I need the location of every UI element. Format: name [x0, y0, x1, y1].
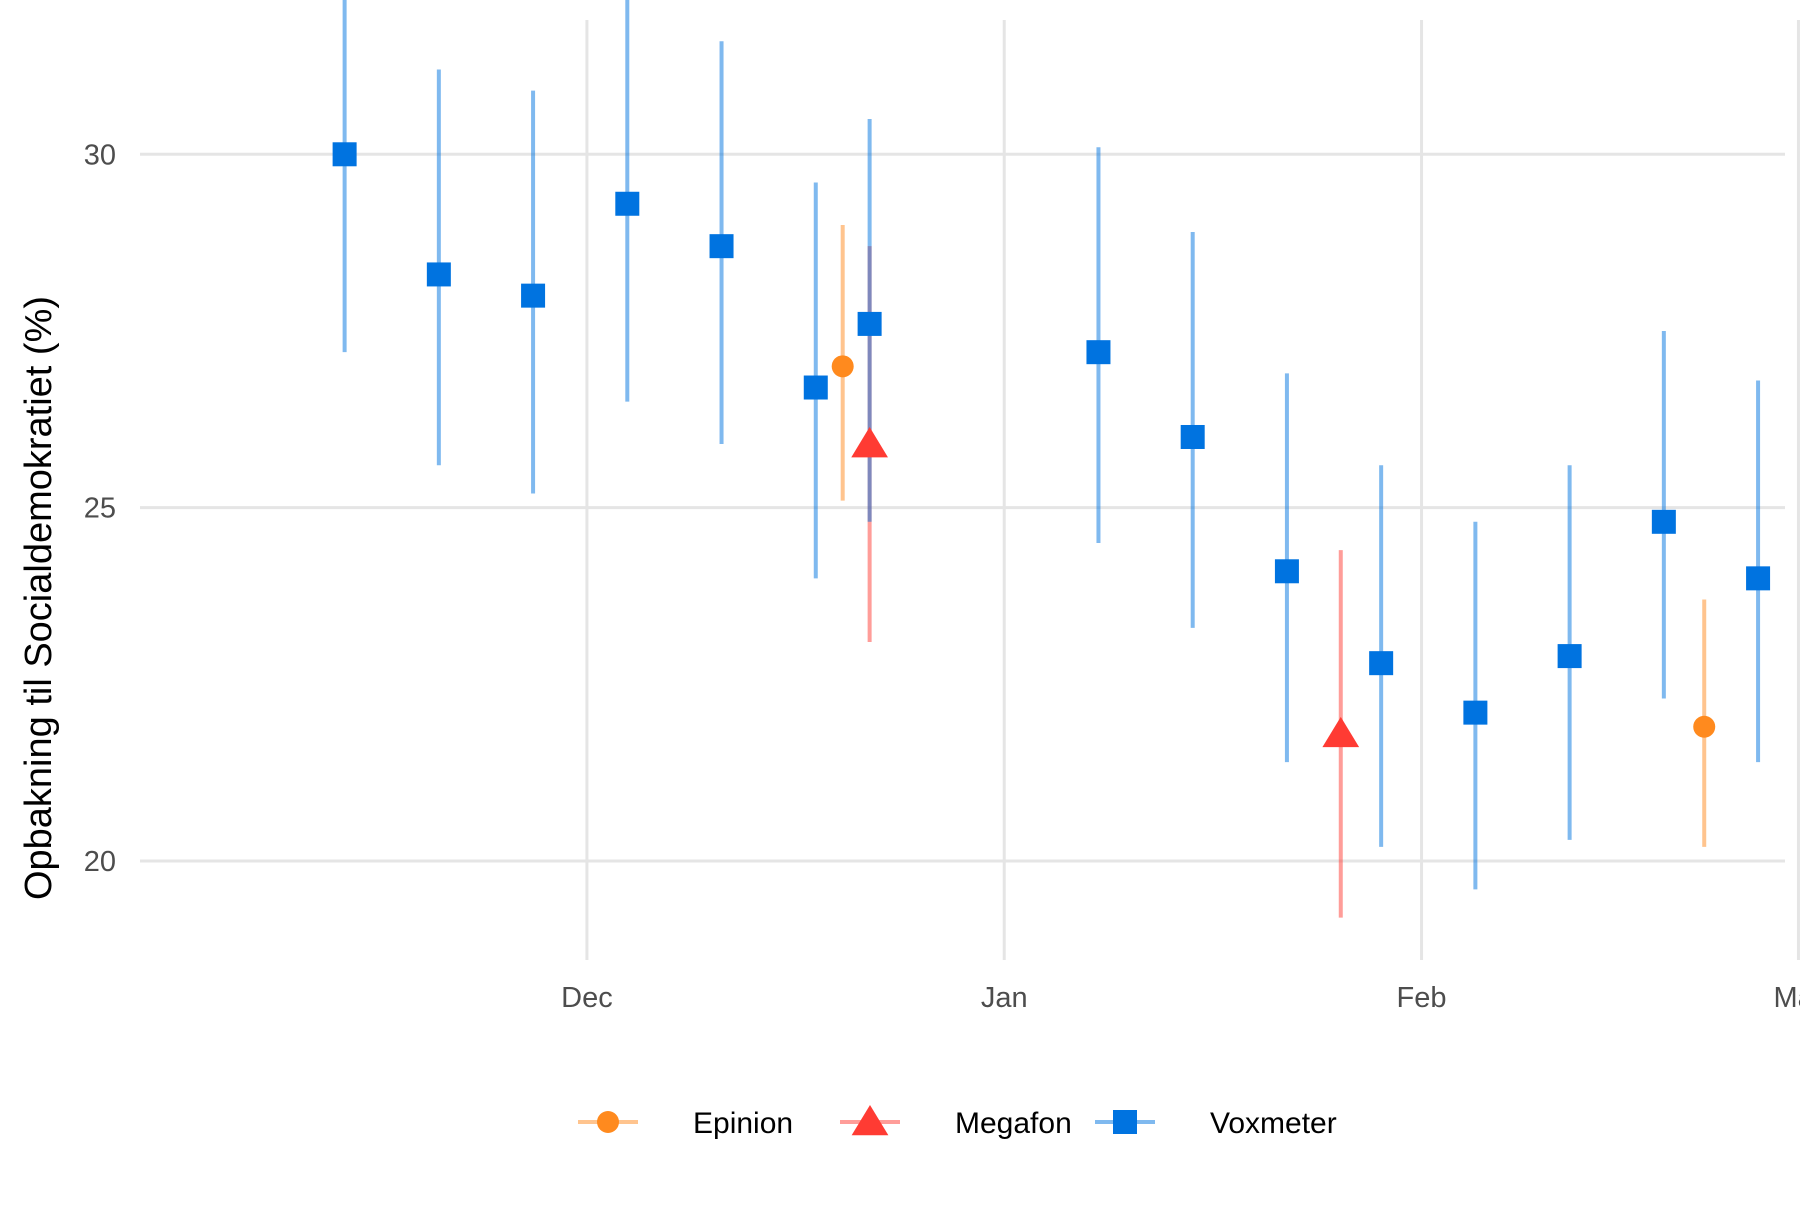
- voxmeter-point: [1274, 559, 1299, 584]
- x-tick-label: Dec: [561, 982, 613, 1014]
- x-tick-label: Mar: [1773, 982, 1800, 1014]
- voxmeter-point: [615, 191, 640, 216]
- megafon-point: [1322, 716, 1360, 748]
- x-tick-label: Feb: [1397, 982, 1447, 1014]
- voxmeter-point: [709, 234, 734, 259]
- voxmeter-point: [1557, 644, 1582, 669]
- legend-label: Voxmeter: [1210, 1107, 1337, 1140]
- data-markers: [332, 142, 1771, 748]
- y-axis-title: Opbakning til Socialdemokratiet (%): [18, 296, 60, 900]
- voxmeter-point: [1369, 651, 1394, 676]
- y-tick-label: 25: [84, 493, 116, 525]
- error-bars: [342, 0, 1761, 918]
- voxmeter-point: [332, 142, 357, 167]
- y-tick-label: 20: [84, 846, 116, 878]
- legend-key-circle-icon: [597, 1111, 619, 1133]
- x-tick-label: Jan: [981, 982, 1028, 1014]
- voxmeter-point: [803, 375, 828, 400]
- epinion-point: [1693, 715, 1716, 738]
- legend-item-megafon: Megafon: [840, 1105, 1072, 1140]
- legend-item-epinion: Epinion: [578, 1107, 793, 1140]
- legend-label: Epinion: [693, 1107, 793, 1140]
- voxmeter-point: [1746, 566, 1771, 591]
- x-tick-labels: Dec Jan Feb Mar: [561, 982, 1800, 1014]
- voxmeter-point: [521, 283, 546, 308]
- voxmeter-point: [1180, 424, 1205, 449]
- epinion-point: [831, 355, 854, 378]
- legend-item-voxmeter: Voxmeter: [1095, 1107, 1337, 1140]
- voxmeter-point: [1086, 340, 1111, 365]
- voxmeter-point: [857, 311, 882, 336]
- legend: Epinion Megafon Voxmeter: [578, 1105, 1337, 1140]
- megafon-point: [851, 427, 888, 458]
- legend-label: Megafon: [955, 1107, 1072, 1140]
- y-tick-labels: 20 25 30: [84, 139, 116, 878]
- grid-layer: [140, 20, 1800, 960]
- legend-key-triangle-icon: [851, 1105, 889, 1136]
- voxmeter-point: [426, 262, 451, 287]
- y-tick-label: 30: [84, 139, 116, 171]
- legend-key-square-icon: [1113, 1110, 1137, 1134]
- voxmeter-point: [1651, 509, 1676, 534]
- voxmeter-point: [1463, 700, 1488, 725]
